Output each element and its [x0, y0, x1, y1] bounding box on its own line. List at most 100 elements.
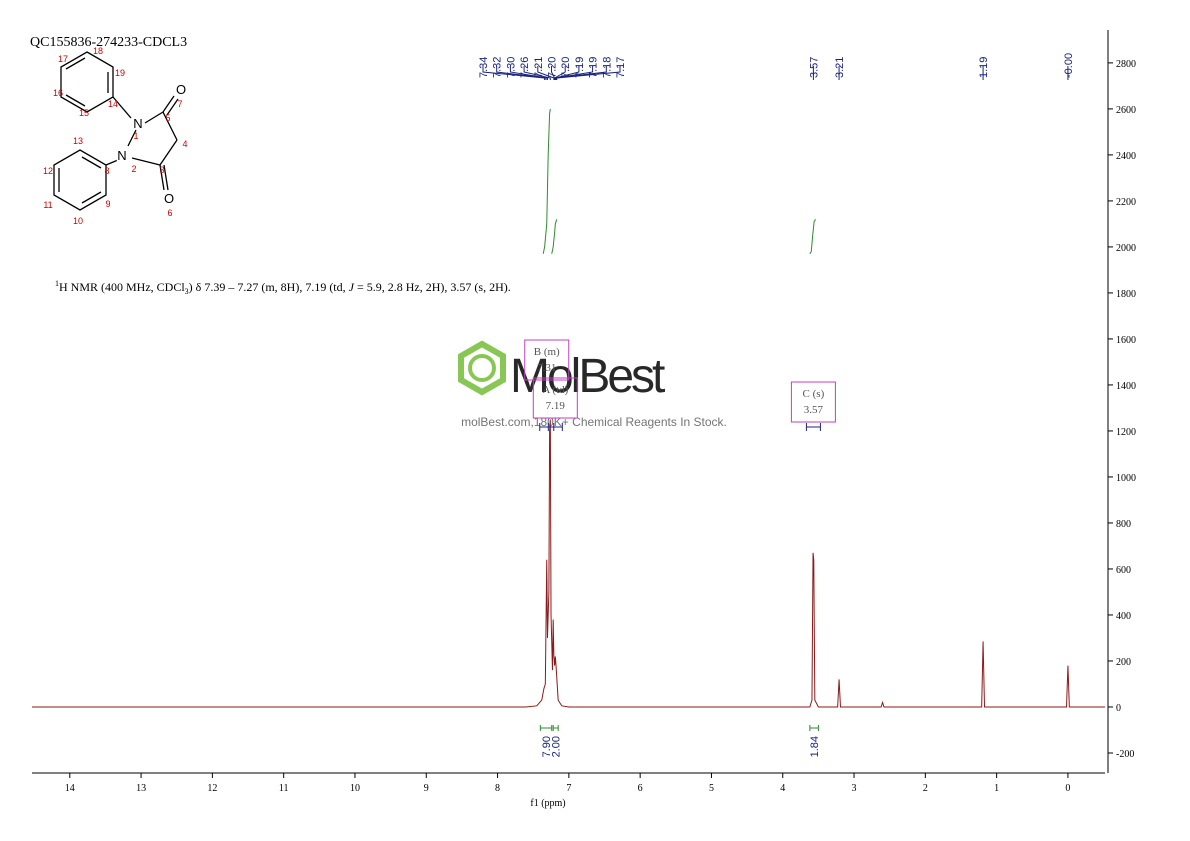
- integral-bracket: [552, 725, 559, 731]
- peak-label: 7.18: [601, 57, 613, 78]
- peak-label: 7.30: [505, 57, 517, 78]
- y-tick-label: 0: [1116, 703, 1121, 714]
- spectrum-line: [551, 219, 558, 254]
- peak-connector: [496, 66, 547, 80]
- logo: [468, 354, 496, 382]
- x-axis-label: f1 (ppm): [530, 798, 565, 809]
- atom-label: 2: [131, 164, 136, 174]
- y-tick-label: 2000: [1116, 243, 1136, 254]
- integral-value: 7.90: [541, 736, 553, 757]
- watermark-tagline: molBest.com,180K+ Chemical Reagents In S…: [461, 415, 727, 429]
- peak-label: 7.32: [492, 57, 504, 78]
- watermark: MolBest molBest.com,180K+ Chemical Reage…: [458, 340, 727, 429]
- y-tick-label: 1400: [1116, 381, 1136, 392]
- peak-connector: [509, 66, 548, 80]
- peak-label: 7.34: [478, 57, 490, 78]
- atom-label: 5: [165, 113, 170, 123]
- peak-label: 7.21: [533, 57, 545, 78]
- atom-label: O: [164, 191, 174, 206]
- peak-label: 1.19: [978, 57, 990, 78]
- multiplet-name: C (s): [803, 388, 825, 400]
- spectrum-line: [809, 219, 816, 255]
- x-tick-label: 1: [994, 783, 999, 794]
- atom-label: 1: [133, 131, 138, 141]
- text: J: [349, 280, 355, 294]
- peak-label: 7.26: [519, 57, 531, 78]
- atom-label: 13: [73, 136, 83, 146]
- watermark-brand: MolBest: [510, 350, 665, 403]
- y-tick-label: 2400: [1116, 151, 1136, 162]
- atom-label: 7: [177, 99, 182, 109]
- atom-label: 16: [53, 88, 63, 98]
- spectrum-line: [542, 108, 551, 254]
- x-tick-label: 2: [923, 783, 928, 794]
- y-tick-label: -200: [1116, 749, 1134, 760]
- peak-connector: [537, 66, 555, 80]
- atom-label: 10: [73, 216, 83, 226]
- y-tick-label: 1600: [1116, 335, 1136, 346]
- multiplet-shift: 3.57: [804, 404, 824, 416]
- logo: [458, 340, 506, 396]
- y-tick-label: 2600: [1116, 105, 1136, 116]
- multiplet-shift: 7.31: [537, 362, 556, 374]
- x-tick-label: 4: [780, 783, 785, 794]
- integral-bracket: [809, 725, 819, 731]
- x-tick-label: 8: [495, 783, 500, 794]
- atom-label: 4: [182, 139, 187, 149]
- y-tick-label: 1000: [1116, 473, 1136, 484]
- peak-connector: [554, 66, 566, 80]
- nmr-description: 1H NMR (400 MHz, CDCl3) δ 7.39 – 7.27 (m…: [55, 279, 511, 296]
- peak-label: 7.20: [547, 57, 559, 78]
- peak-label: 7.17: [615, 57, 627, 78]
- atom-label: O: [176, 82, 186, 97]
- x-tick-label: 10: [350, 783, 360, 794]
- integral-value: 2.00: [551, 736, 563, 757]
- peak-label: 3.21: [834, 57, 846, 78]
- peak-connector: [556, 66, 621, 80]
- atom-label: 12: [43, 166, 53, 176]
- x-tick-label: 0: [1065, 783, 1070, 794]
- multiplet-box: [790, 381, 836, 423]
- multiplet-box: [532, 377, 578, 419]
- atom-label: 14: [108, 99, 118, 109]
- chart-title: QC155836-274233-CDCL3: [30, 35, 187, 50]
- atom-label: 17: [58, 54, 68, 64]
- x-tick-label: 13: [136, 783, 146, 794]
- multiplet-shift: 7.19: [546, 400, 566, 412]
- x-tick-label: 7: [566, 783, 571, 794]
- y-tick-label: 2200: [1116, 197, 1136, 208]
- atom-label: 19: [115, 68, 125, 78]
- y-tick-label: 2800: [1116, 59, 1136, 70]
- x-tick-label: 9: [424, 783, 429, 794]
- peak-label: 3.57: [808, 57, 820, 78]
- atom-label: 9: [105, 199, 110, 209]
- y-tick-label: 600: [1116, 565, 1131, 576]
- text: ) δ 7.39 – 7.27 (m, 8H), 7.19 (td,: [189, 280, 349, 294]
- peak-connector: [523, 66, 551, 80]
- multiplet-name: B (m): [534, 346, 560, 358]
- superscript: 1: [55, 279, 59, 288]
- x-tick-label: 14: [65, 783, 75, 794]
- y-tick-label: 200: [1116, 657, 1131, 668]
- atom-label: 11: [43, 200, 52, 210]
- integral-bracket: [539, 725, 553, 731]
- multiplet-box: [524, 339, 570, 381]
- peak-connector: [554, 66, 594, 80]
- atom-label: 3: [159, 165, 164, 175]
- x-tick-label: 11: [279, 783, 289, 794]
- peak-connector: [555, 66, 607, 80]
- y-tick-label: 400: [1116, 611, 1131, 622]
- x-tick-label: 5: [709, 783, 714, 794]
- atom-label: N: [133, 116, 142, 131]
- x-tick-label: 6: [638, 783, 643, 794]
- y-tick-label: 1800: [1116, 289, 1136, 300]
- text: = 5.9, 2.8 Hz, 2H), 3.57 (s, 2H).: [354, 280, 511, 294]
- atom-label: N: [117, 148, 126, 163]
- subscript: 3: [185, 287, 189, 296]
- peak-label: -0.00: [1063, 53, 1075, 78]
- atom-label: 6: [167, 208, 172, 218]
- x-tick-label: 12: [207, 783, 217, 794]
- integral-value: 1.84: [809, 736, 821, 757]
- multiplet-range: [805, 423, 821, 431]
